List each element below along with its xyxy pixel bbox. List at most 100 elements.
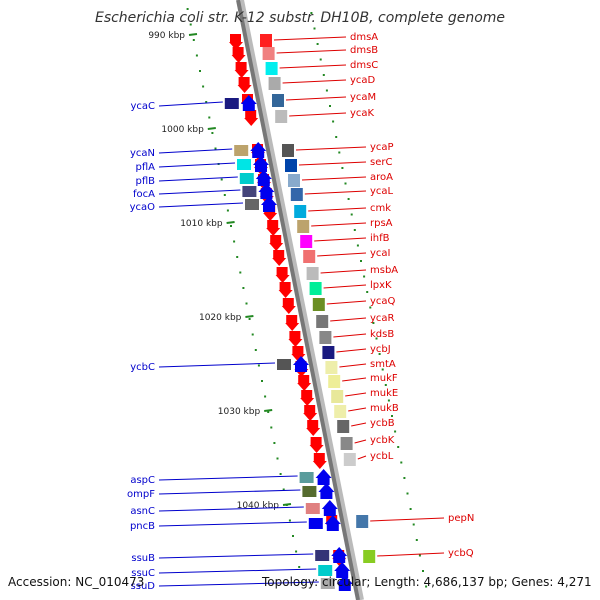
reverse-gene-label[interactable]: ihfB xyxy=(370,233,390,244)
forward-gene-arrow[interactable] xyxy=(334,562,351,571)
reverse-gene-label[interactable]: mukB xyxy=(370,403,399,414)
reverse-gene-body[interactable] xyxy=(286,315,298,324)
forward-gene-arrow[interactable] xyxy=(250,142,267,151)
reverse-gene-block[interactable] xyxy=(363,550,376,563)
forward-gene-label[interactable]: ycbC xyxy=(130,362,155,373)
forward-gene-body[interactable] xyxy=(336,569,349,578)
reverse-gene-label[interactable]: ycaP xyxy=(370,142,394,153)
reverse-gene-arrow[interactable] xyxy=(269,243,284,251)
reverse-gene-arrow[interactable] xyxy=(312,461,327,469)
forward-gene-block[interactable] xyxy=(239,173,254,184)
forward-gene-arrow[interactable] xyxy=(318,483,335,492)
reverse-gene-block[interactable] xyxy=(316,315,329,328)
reverse-gene-arrow[interactable] xyxy=(291,354,306,362)
reverse-gene-label[interactable]: ycbQ xyxy=(448,548,474,559)
forward-gene-label[interactable]: pflA xyxy=(136,162,156,173)
forward-gene-block[interactable] xyxy=(308,518,323,529)
forward-gene-arrow[interactable] xyxy=(261,196,277,205)
forward-gene-arrow[interactable] xyxy=(324,515,341,524)
forward-gene-block[interactable] xyxy=(302,486,317,497)
reverse-gene-block[interactable] xyxy=(356,515,369,528)
reverse-gene-body[interactable] xyxy=(279,282,291,291)
forward-gene-block[interactable] xyxy=(245,199,259,210)
forward-gene-block[interactable] xyxy=(305,503,320,514)
reverse-gene-block[interactable] xyxy=(312,298,325,311)
forward-gene-arrow[interactable] xyxy=(255,170,272,179)
reverse-gene-block[interactable] xyxy=(319,331,332,344)
reverse-gene-block[interactable] xyxy=(303,250,316,263)
forward-gene-label[interactable]: ssuC xyxy=(131,568,155,579)
reverse-gene-label[interactable]: msbA xyxy=(370,265,398,276)
forward-gene-block[interactable] xyxy=(234,145,249,156)
reverse-gene-label[interactable]: ycbK xyxy=(370,435,395,446)
reverse-gene-label[interactable]: dmsC xyxy=(350,60,378,71)
reverse-gene-block[interactable] xyxy=(343,453,356,466)
forward-gene-arrow[interactable] xyxy=(321,500,338,509)
reverse-gene-body[interactable] xyxy=(313,453,325,462)
reverse-gene-arrow[interactable] xyxy=(234,70,249,78)
forward-gene-label[interactable]: ssuB xyxy=(131,553,155,564)
forward-gene-arrow[interactable] xyxy=(315,469,332,478)
reverse-gene-block[interactable] xyxy=(337,420,350,433)
reverse-gene-body[interactable] xyxy=(232,47,244,56)
forward-gene-label[interactable]: ycaC xyxy=(130,101,155,112)
forward-gene-block[interactable] xyxy=(277,359,291,370)
reverse-gene-label[interactable]: ycbJ xyxy=(370,344,391,355)
forward-gene-body[interactable] xyxy=(263,203,275,212)
forward-gene-block[interactable] xyxy=(237,159,251,170)
forward-gene-arrow[interactable] xyxy=(240,95,257,104)
forward-gene-body[interactable] xyxy=(317,476,330,485)
reverse-gene-block[interactable] xyxy=(262,47,275,60)
reverse-gene-block[interactable] xyxy=(285,159,297,172)
reverse-gene-arrow[interactable] xyxy=(281,306,296,314)
reverse-gene-label[interactable]: dmsB xyxy=(350,45,378,56)
reverse-gene-body[interactable] xyxy=(235,62,247,71)
reverse-gene-block[interactable] xyxy=(290,188,303,201)
reverse-gene-label[interactable]: ycaQ xyxy=(370,296,396,307)
reverse-gene-label[interactable]: ycbL xyxy=(370,451,394,462)
reverse-gene-block[interactable] xyxy=(282,144,294,157)
forward-gene-label[interactable]: asnC xyxy=(130,506,155,517)
forward-gene-label[interactable]: focA xyxy=(133,189,155,200)
reverse-gene-arrow[interactable] xyxy=(263,213,278,221)
forward-gene-body[interactable] xyxy=(295,363,307,372)
reverse-gene-label[interactable]: ycaI xyxy=(370,248,391,259)
reverse-gene-body[interactable] xyxy=(307,420,319,429)
reverse-gene-arrow[interactable] xyxy=(231,55,246,63)
reverse-gene-arrow[interactable] xyxy=(275,275,290,283)
reverse-gene-label[interactable]: pepN xyxy=(448,513,474,524)
reverse-gene-arrow[interactable] xyxy=(278,290,293,298)
reverse-gene-label[interactable]: mukE xyxy=(370,388,398,399)
reverse-gene-block[interactable] xyxy=(288,174,300,187)
reverse-gene-label[interactable]: ycaR xyxy=(370,313,395,324)
reverse-gene-label[interactable]: dmsA xyxy=(350,32,378,43)
reverse-gene-arrow[interactable] xyxy=(309,445,324,453)
reverse-gene-arrow[interactable] xyxy=(244,118,259,126)
reverse-gene-block[interactable] xyxy=(309,282,322,295)
reverse-gene-arrow[interactable] xyxy=(272,258,287,266)
forward-gene-arrow[interactable] xyxy=(331,547,348,556)
reverse-gene-body[interactable] xyxy=(273,250,285,259)
reverse-gene-body[interactable] xyxy=(310,437,322,446)
forward-gene-label[interactable]: pncB xyxy=(130,521,155,532)
reverse-gene-arrow[interactable] xyxy=(306,428,321,436)
reverse-gene-body[interactable] xyxy=(304,405,316,414)
forward-gene-arrow[interactable] xyxy=(258,183,275,192)
reverse-gene-body[interactable] xyxy=(298,375,310,384)
reverse-gene-body[interactable] xyxy=(282,298,294,307)
reverse-gene-arrow[interactable] xyxy=(229,42,243,50)
forward-gene-block[interactable] xyxy=(315,550,330,561)
forward-gene-label[interactable]: ycaN xyxy=(130,148,155,159)
reverse-gene-arrow[interactable] xyxy=(285,323,300,331)
forward-gene-body[interactable] xyxy=(323,507,336,516)
forward-gene-label[interactable]: ssuD xyxy=(131,581,156,592)
forward-gene-body[interactable] xyxy=(255,163,267,172)
forward-gene-body[interactable] xyxy=(260,190,273,199)
forward-gene-block[interactable] xyxy=(299,472,314,483)
reverse-gene-label[interactable]: rpsA xyxy=(370,218,393,229)
reverse-gene-arrow[interactable] xyxy=(297,383,312,391)
reverse-gene-arrow[interactable] xyxy=(303,413,318,421)
reverse-gene-body[interactable] xyxy=(267,220,279,229)
reverse-gene-arrow[interactable] xyxy=(288,339,303,347)
forward-gene-label[interactable]: aspC xyxy=(130,475,155,486)
